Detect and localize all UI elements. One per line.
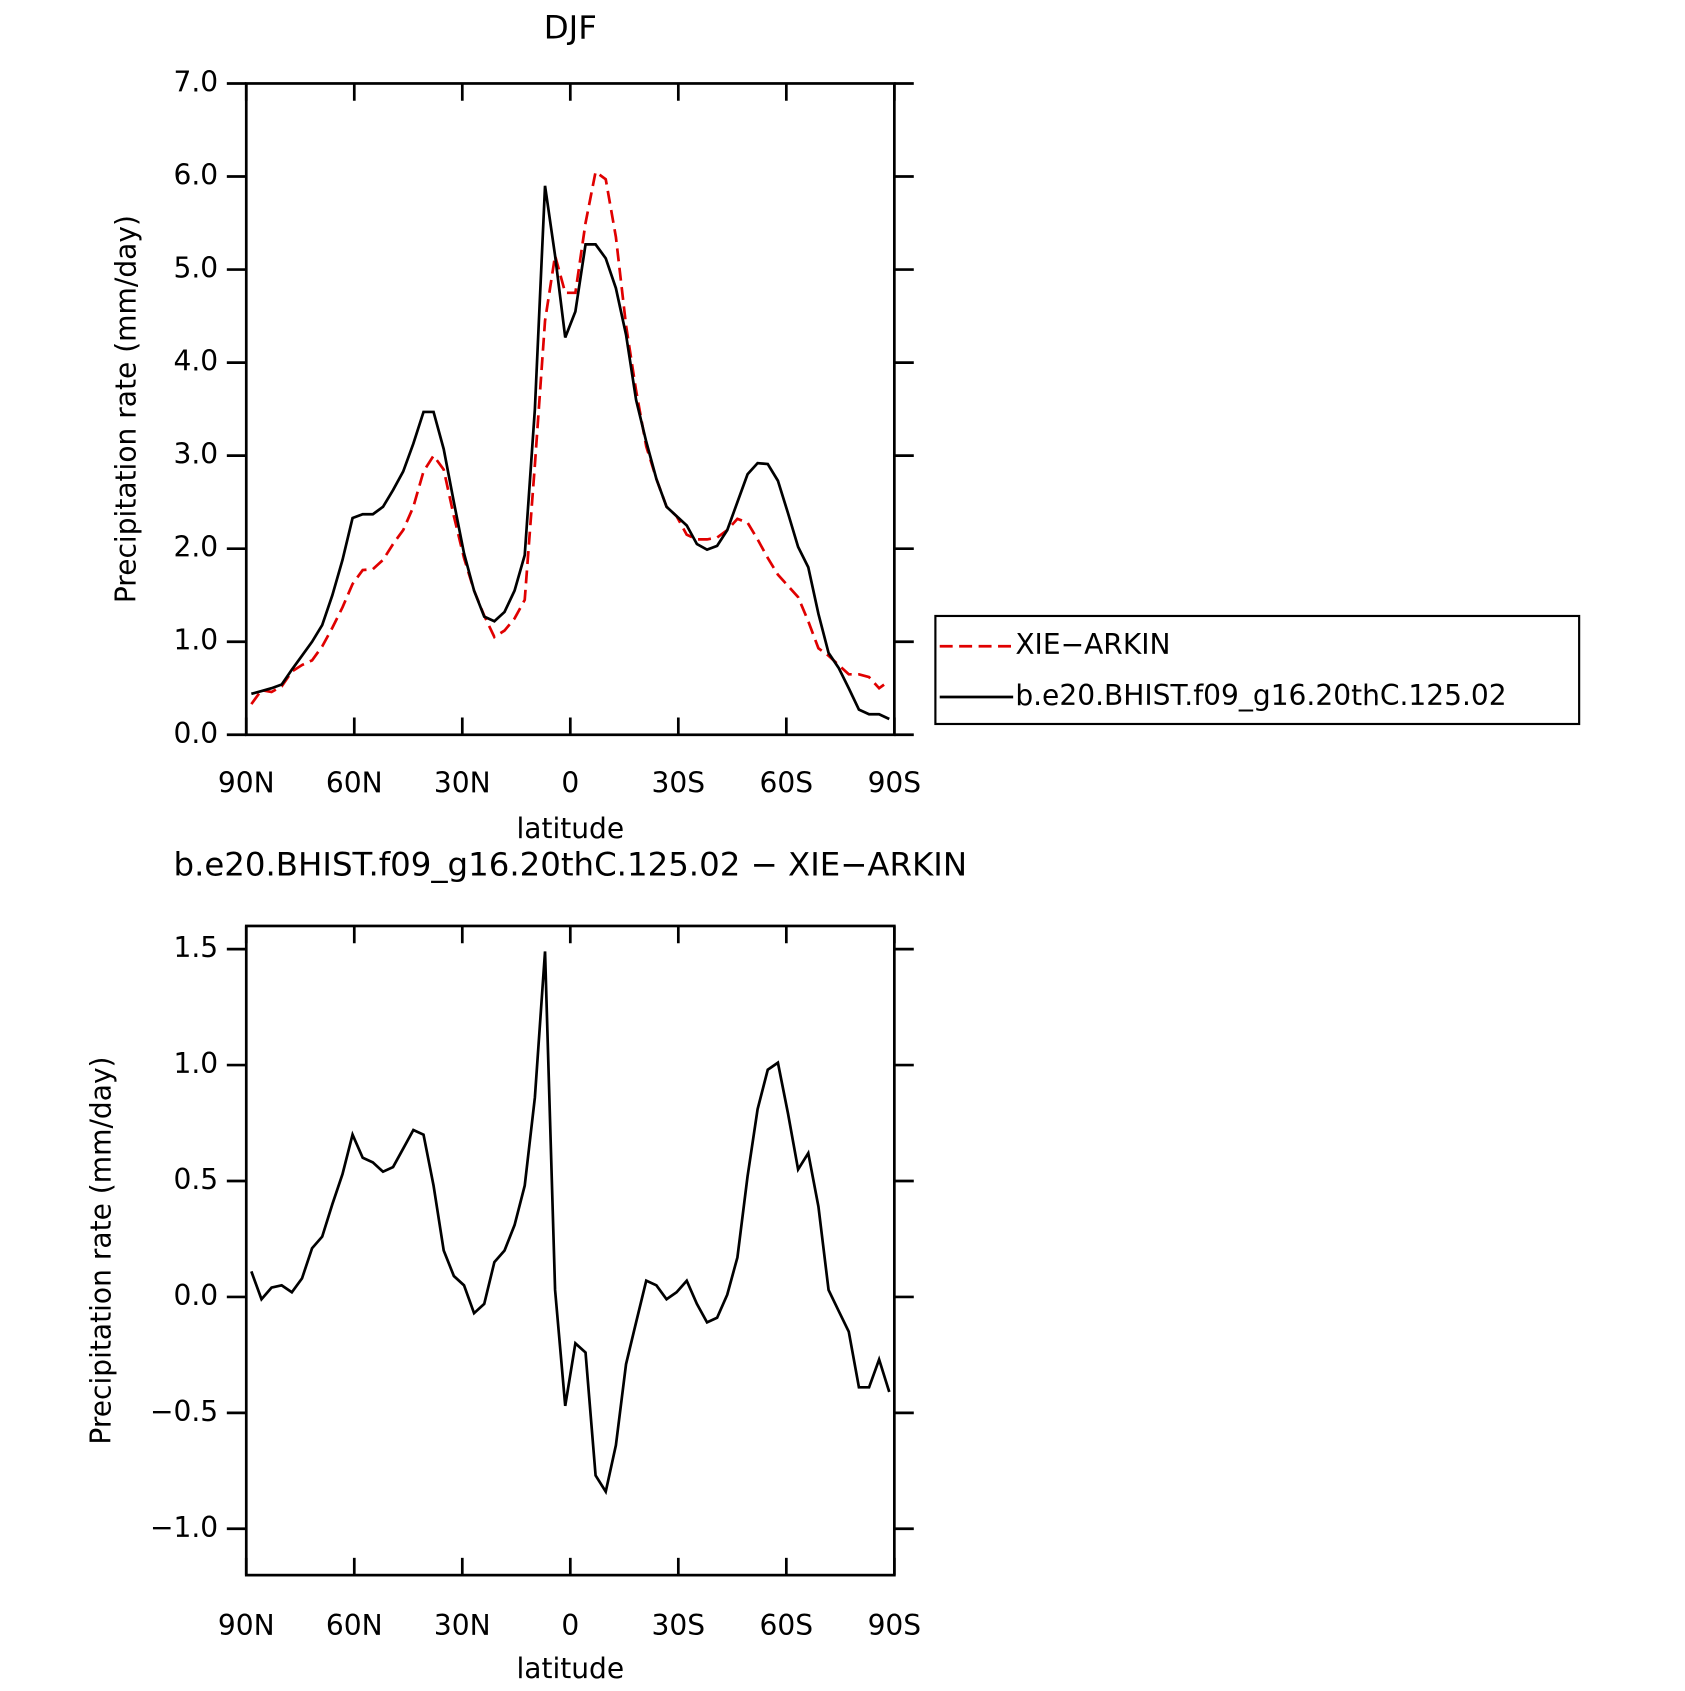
y-tick-label: −1.0 <box>150 1511 218 1544</box>
series-line <box>250 169 891 705</box>
x-tick-label: 30N <box>434 766 491 799</box>
plot-frame <box>244 924 896 1577</box>
x-tick-label: 60N <box>326 1609 383 1642</box>
x-tick-label: 90N <box>218 1609 275 1642</box>
y-tick-label: 5.0 <box>174 252 219 285</box>
y-tick-label: 1.0 <box>174 624 219 657</box>
y-tick-label: 0.0 <box>174 717 219 750</box>
y-tick-label: 0.0 <box>174 1279 219 1312</box>
y-tick-label: 0.5 <box>174 1163 219 1196</box>
legend-label: XIE−ARKIN <box>1015 628 1170 661</box>
y-tick-label: 3.0 <box>174 438 219 471</box>
x-tick-label: 60S <box>760 1609 814 1642</box>
plot-frame <box>244 82 896 737</box>
y-tick-label: 2.0 <box>174 531 219 564</box>
y-tick-label: 1.5 <box>174 931 219 964</box>
chart-title: DJF <box>544 8 597 46</box>
y-tick-label: 4.0 <box>174 345 219 378</box>
x-tick-label: 60S <box>760 766 814 799</box>
y-axis-label: Precipitation rate (mm/day) <box>85 1056 118 1444</box>
x-tick-label: 0 <box>561 1609 579 1642</box>
y-tick-label: 6.0 <box>174 159 219 192</box>
x-tick-label: 60N <box>326 766 383 799</box>
x-tick-label: 30S <box>652 766 706 799</box>
y-axis-label: Precipitation rate (mm/day) <box>109 215 142 603</box>
series-line <box>250 185 890 721</box>
series-line <box>250 951 891 1496</box>
y-tick-label: −0.5 <box>150 1395 218 1428</box>
legend-label: b.e20.BHIST.f09_g16.20thC.125.02 <box>1015 679 1506 712</box>
x-axis-label: latitude <box>516 812 624 845</box>
x-tick-label: 30N <box>434 1609 491 1642</box>
x-tick-label: 30S <box>652 1609 706 1642</box>
chart-title: b.e20.BHIST.f09_g16.20thC.125.02 − XIE−A… <box>174 846 968 884</box>
y-tick-label: 7.0 <box>174 65 219 98</box>
x-tick-label: 90S <box>868 766 922 799</box>
x-tick-label: 90S <box>868 1609 922 1642</box>
x-tick-label: 0 <box>561 766 579 799</box>
legend-box <box>934 614 1581 726</box>
x-tick-label: 90N <box>218 766 275 799</box>
y-tick-label: 1.0 <box>174 1047 219 1080</box>
x-axis-label: latitude <box>516 1652 624 1685</box>
